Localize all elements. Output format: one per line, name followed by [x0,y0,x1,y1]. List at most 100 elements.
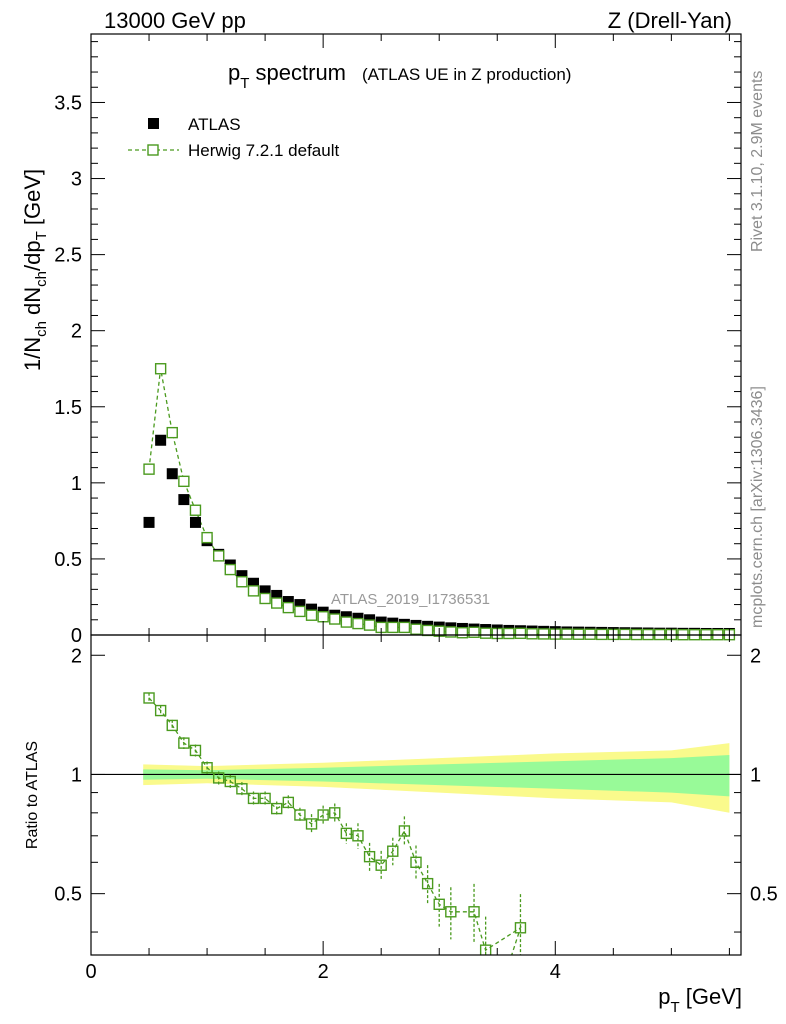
mcplots-label: mcplots.cern.ch [arXiv:1306.3436] [749,386,766,628]
herwig-point [479,627,492,639]
herwig-point [282,601,295,614]
atlas-point [282,596,294,608]
xtick-label: 0 [85,961,96,983]
ratio-point [421,877,434,890]
ratio-ylabel: Ratio to ATLAS [24,741,41,849]
ratio-point [433,898,445,911]
main-ylabel: 1/Nch dNch/dpT [GeV] [20,169,50,371]
ratio-point [398,825,411,837]
herwig-point [154,363,167,375]
legend-atlas-label: ATLAS [188,115,241,134]
ratio-ytick-label: 0.5 [54,884,82,906]
ratio-point [329,807,341,819]
main-ytick-label: 3 [71,169,82,191]
main-ytick-label: 2 [71,321,82,343]
ratio-point [178,737,190,749]
herwig-point [317,611,329,623]
atlas-point [271,589,283,601]
rivet-label: Rivet 3.1.10, 2.9M events [749,71,766,252]
herwig-point [561,628,573,640]
herwig-point [212,550,225,562]
herwig-point [259,592,271,605]
plot-title-suffix: (ATLAS UE in Z production) [362,65,571,84]
ratio-ytick-labels-right: 0.5 1 2 [750,645,778,905]
ratio-ytick-label-right: 1 [750,764,761,786]
ratio-frame [90,634,742,956]
plot-title: pT spectrum [228,60,346,92]
plot-title-rest: spectrum [249,60,346,85]
legend-herwig-marker [147,144,159,156]
herwig-point [247,585,260,597]
ratio-marks [143,692,527,955]
herwig-point [178,475,190,488]
main-ytick-label: 1.5 [54,397,82,419]
herwig-point [143,463,155,475]
herwig-point [445,626,457,638]
herwig-point [584,628,596,640]
herwig-point [387,621,399,634]
ratio-point [317,809,329,821]
atlas-point [178,494,190,506]
ratio-point [375,859,387,871]
ratio-point [514,922,527,934]
herwig-point [398,621,411,634]
herwig-point [572,628,585,640]
herwig-point [201,531,213,544]
ratio-point [282,796,295,809]
ratio-point [236,783,248,795]
ratio-point [479,944,492,955]
herwig-point [236,576,248,588]
ratio-ytick-label: 1 [71,764,82,786]
uncertainty-band-inner [143,755,730,797]
ratio-point [154,704,167,717]
herwig-point [363,619,376,631]
atlas-point [166,468,178,480]
main-panel: 0 0.5 1 1.5 2 2.5 3 3.5 pT spectrum (ATLAS UE i… [20,33,742,647]
ratio-point [387,845,399,857]
x-axis-label-p: p [658,984,670,1009]
atlas-point [294,599,306,611]
ratio-ytick-label-right: 0.5 [750,884,778,906]
ratio-point [445,906,457,918]
xtick-label: 2 [318,961,329,983]
herwig-point [596,628,608,641]
herwig-point [526,628,538,640]
ratio-point [294,809,306,821]
herwig-point [352,617,364,630]
ratio-band [143,743,730,813]
herwig-point [224,563,236,576]
atlas-point [306,603,318,615]
ratio-point [212,772,225,784]
atlas-point [248,577,259,589]
herwig-point [305,609,318,621]
ratio-panel: 0.5 1 2 0.5 1 2 0 2 4 Ratio to ATLAS pT [GeV] [24,634,778,1016]
ratio-point [166,719,178,732]
header-right: Z (Drell-Yan) [608,8,732,33]
main-ytick-label: 1 [71,473,82,495]
ratio-point [201,762,213,774]
ratio-point [259,792,271,805]
herwig-point [410,623,422,635]
ratio-point [143,692,155,704]
xtick-label: 4 [550,961,561,983]
atlas-point [155,434,167,446]
legend: ATLAS Herwig 7.2.1 default [128,115,339,160]
atlas-point [189,516,201,528]
herwig-point [537,628,550,640]
x-axis-label: pT [GeV] [658,984,742,1016]
ratio-point [247,792,260,805]
x-axis-label-rest: [GeV] [680,984,742,1009]
ratio-ytick-label-right: 2 [750,645,761,667]
atlas-point [236,570,248,582]
plot-title-sub: T [240,75,249,92]
ratio-ytick-labels: 0.5 1 2 [54,645,82,905]
herwig-point [271,597,283,609]
ratio-line [148,697,522,955]
herwig-point [514,627,527,640]
main-ytick-labels: 0 0.5 1 1.5 2 2.5 3 3.5 [54,92,82,647]
main-ytick-label: 2.5 [54,245,82,267]
main-ticks [90,34,741,636]
ratio-point [410,856,422,869]
herwig-point [294,605,306,618]
